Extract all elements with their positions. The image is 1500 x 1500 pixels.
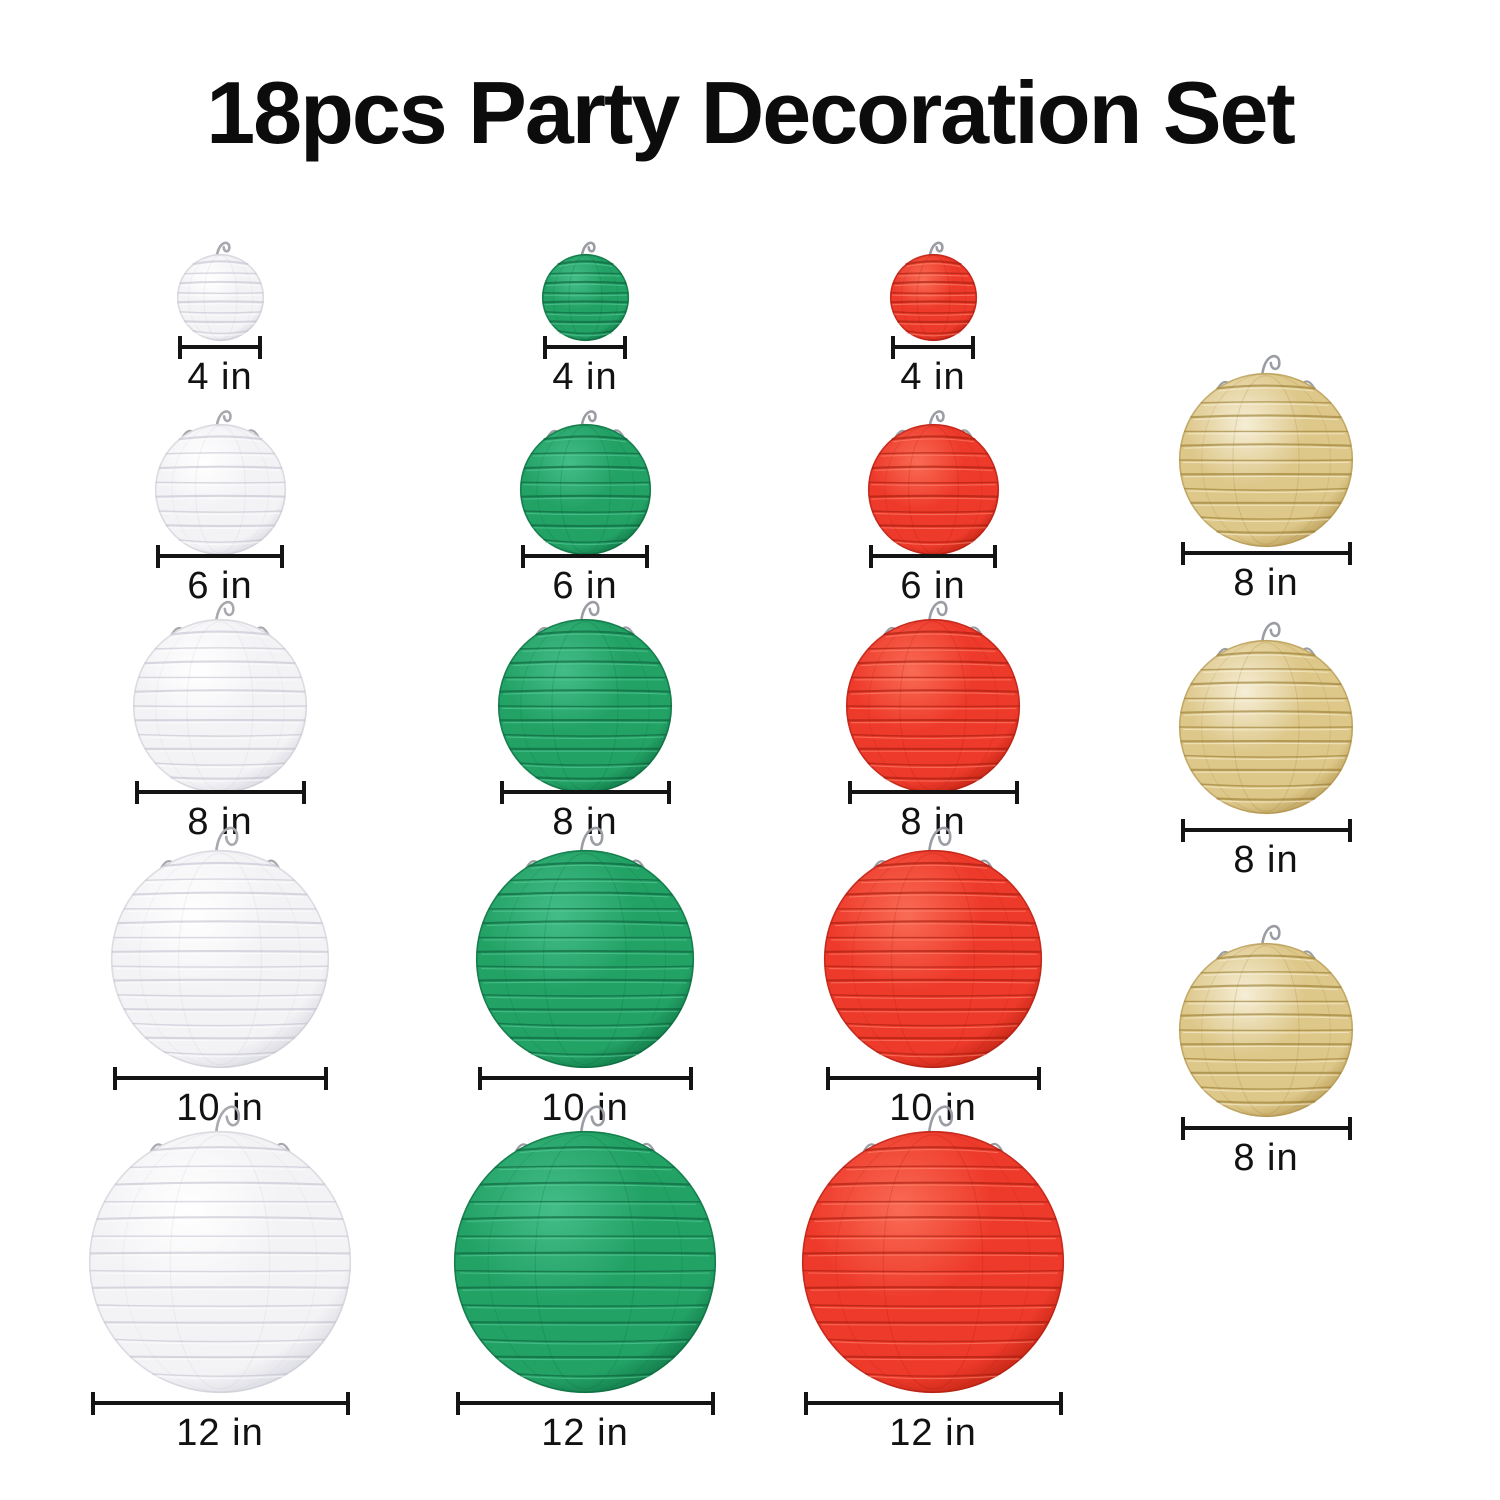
green-paper-lantern-4in — [536, 234, 635, 347]
size-label-gold-row2: 8 in — [1233, 839, 1299, 881]
dimension-line-white-4in — [178, 336, 262, 359]
dimension-line-green-4in — [543, 336, 627, 359]
dimension-line-red-8in — [847, 781, 1019, 804]
gold-paper-lantern-8in — [1173, 612, 1359, 820]
green-paper-lantern-6in — [514, 402, 657, 561]
size-label-red-row5: 12 in — [889, 1412, 977, 1454]
red-paper-lantern-8in — [840, 591, 1026, 799]
white-paper-lantern-4in — [171, 234, 270, 347]
white-paper-lantern-6in — [149, 402, 292, 561]
size-label-gold-row3: 8 in — [1233, 1137, 1299, 1179]
white-paper-lantern-12in — [83, 1093, 357, 1399]
dimension-line-gold-8in — [1180, 1117, 1352, 1140]
dimension-line-green-12in — [455, 1392, 715, 1415]
white-paper-lantern-10in — [105, 815, 335, 1074]
gold-paper-lantern-8in — [1173, 915, 1359, 1123]
dimension-line-red-6in — [869, 545, 997, 568]
dimension-line-white-12in — [90, 1392, 350, 1415]
dimension-line-white-10in — [112, 1067, 328, 1090]
red-paper-lantern-10in — [818, 815, 1048, 1074]
red-paper-lantern-4in — [884, 234, 983, 347]
dimension-line-gold-8in — [1180, 819, 1352, 842]
page-title: 18pcs Party Decoration Set — [206, 63, 1296, 162]
dimension-line-white-6in — [156, 545, 284, 568]
size-label-white-row1: 4 in — [187, 356, 253, 398]
dimension-line-gold-8in — [1180, 542, 1352, 565]
dimension-line-red-4in — [891, 336, 975, 359]
size-label-red-row1: 4 in — [900, 356, 966, 398]
dimension-line-white-8in — [134, 781, 306, 804]
size-label-white-row2: 6 in — [187, 565, 253, 607]
green-paper-lantern-12in — [448, 1093, 722, 1399]
size-label-green-row1: 4 in — [552, 356, 618, 398]
size-label-green-row5: 12 in — [541, 1412, 629, 1454]
size-label-red-row2: 6 in — [900, 565, 966, 607]
green-paper-lantern-10in — [470, 815, 700, 1074]
dimension-line-green-6in — [521, 545, 649, 568]
dimension-line-green-10in — [477, 1067, 693, 1090]
green-paper-lantern-8in — [492, 591, 678, 799]
red-paper-lantern-6in — [862, 402, 1005, 561]
gold-paper-lantern-8in — [1173, 345, 1359, 553]
size-label-white-row5: 12 in — [176, 1412, 264, 1454]
dimension-line-red-12in — [803, 1392, 1063, 1415]
size-label-gold-row1: 8 in — [1233, 562, 1299, 604]
dimension-line-red-10in — [825, 1067, 1041, 1090]
dimension-line-green-8in — [499, 781, 671, 804]
red-paper-lantern-12in — [796, 1093, 1070, 1399]
white-paper-lantern-8in — [127, 591, 313, 799]
size-label-green-row2: 6 in — [552, 565, 618, 607]
